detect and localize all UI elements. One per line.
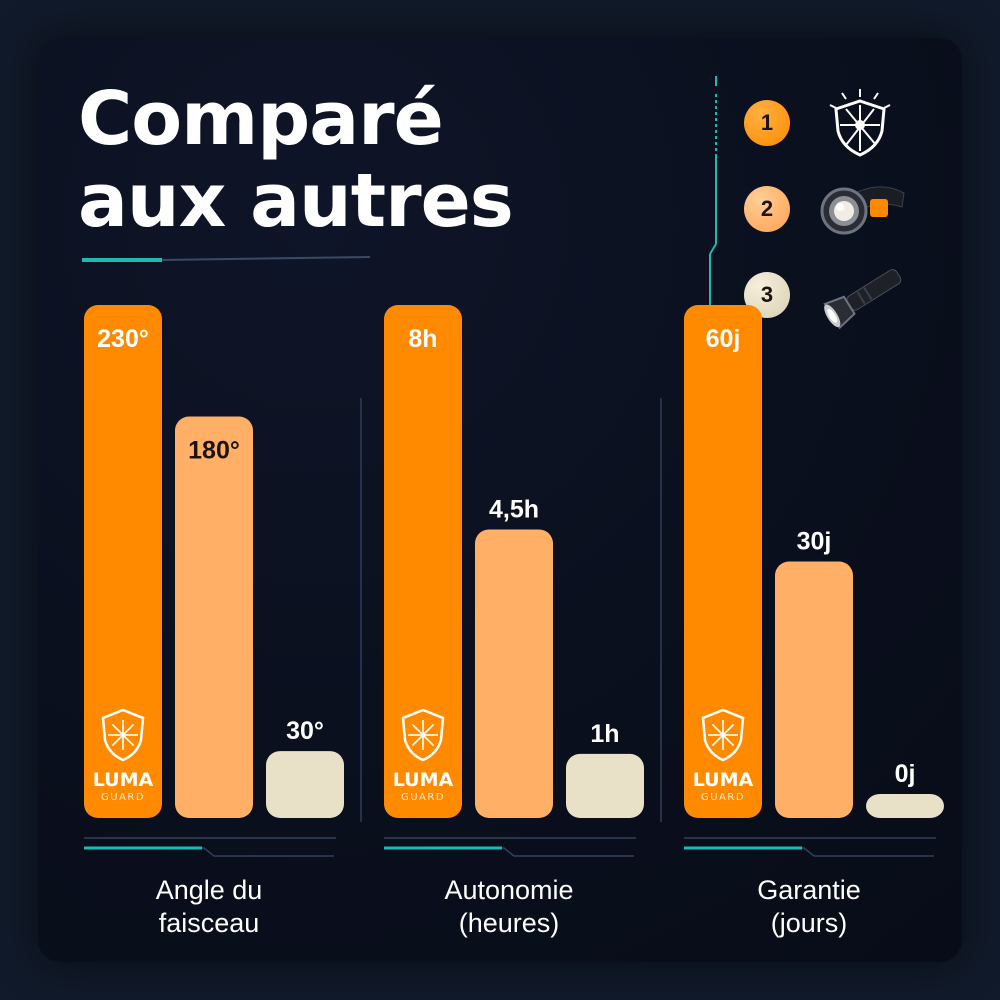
- brand-sub: GUARD: [701, 792, 745, 803]
- category-label-line-2: faisceau: [158, 908, 260, 938]
- brand-sub: GUARD: [401, 792, 445, 803]
- bar-1: [384, 305, 462, 818]
- brand-shield-icon: [401, 708, 445, 762]
- brand-ray: [422, 723, 435, 736]
- brand-ray: [722, 734, 735, 747]
- data-label: 4,5h: [489, 495, 539, 523]
- data-label: 1h: [590, 720, 619, 748]
- category-label-line-1: Angle du: [155, 875, 263, 905]
- page-title: Comparé aux autres: [78, 76, 514, 244]
- brand-ray: [711, 734, 724, 747]
- category-label-line-2: (jours): [770, 908, 848, 938]
- bar-3: [266, 751, 344, 818]
- category-label-line-1: Autonomie: [444, 875, 574, 905]
- bar-2: [475, 529, 553, 818]
- brand-ray: [722, 723, 735, 736]
- category-label-line-2: (heures): [458, 908, 560, 938]
- legend-badge-2: 2: [744, 186, 790, 232]
- brand-ray: [122, 723, 135, 736]
- bar-1: [84, 305, 162, 818]
- brand-ray: [411, 723, 424, 736]
- bar-1: [684, 305, 762, 818]
- brand-shield-icon: [701, 708, 745, 762]
- brand-name: LUMA: [693, 769, 754, 791]
- brand-name: LUMA: [393, 769, 454, 791]
- data-label: 60j: [706, 325, 741, 353]
- brand-ray: [111, 723, 124, 736]
- brand-sub: GUARD: [101, 792, 145, 803]
- brand-shield-icon: [101, 708, 145, 762]
- category-label-line-1: Garantie: [757, 875, 861, 905]
- bar-2: [775, 561, 853, 818]
- data-label: 0j: [895, 760, 916, 788]
- brand-ray: [122, 734, 135, 747]
- legend-item-1: 1: [744, 87, 934, 157]
- brand-ray: [711, 723, 724, 736]
- brand-ray: [411, 734, 424, 747]
- data-label: 230°: [97, 325, 149, 353]
- title-line-2: aux autres: [78, 158, 514, 244]
- headlamp-icon: [820, 186, 905, 235]
- legend-badge-1: 1: [744, 100, 790, 146]
- bar-3: [866, 794, 944, 818]
- data-label: 30j: [797, 528, 832, 556]
- data-label: 30°: [286, 717, 324, 745]
- brand-ray: [111, 734, 124, 747]
- flashlight-icon: [823, 269, 902, 330]
- data-label: 8h: [408, 325, 437, 353]
- title-line-1: Comparé: [78, 76, 444, 162]
- brand-name: LUMA: [93, 769, 154, 791]
- category-label-beam-angle: Angle du faisceau: [89, 874, 329, 940]
- bar-3: [566, 753, 644, 818]
- category-label-autonomy: Autonomie (heures): [389, 874, 629, 940]
- legend-item-2: 2: [744, 173, 934, 243]
- title-underline: [82, 256, 371, 262]
- shield-sun-icon: [829, 89, 891, 157]
- brand-ray: [422, 734, 435, 747]
- data-label: 180°: [188, 437, 240, 465]
- bar-2: [175, 416, 253, 818]
- category-label-warranty: Garantie (jours): [689, 874, 929, 940]
